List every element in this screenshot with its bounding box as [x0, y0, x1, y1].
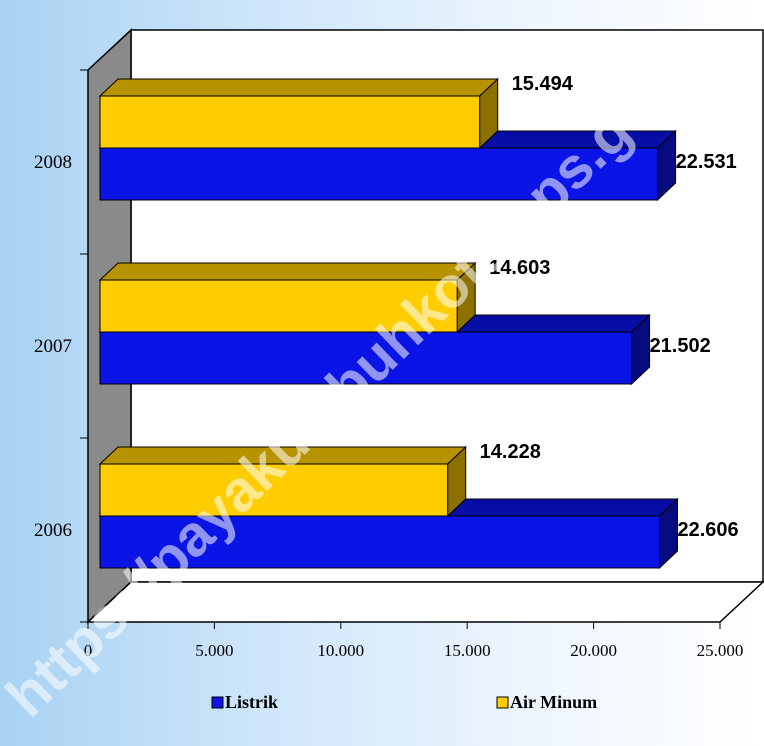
legend-label: Air Minum [510, 692, 597, 712]
legend: Listrik Air Minum [211, 692, 597, 712]
x-tick-label: 25.000 [697, 641, 744, 660]
x-tick-label: 10.000 [317, 641, 364, 660]
bar-top-face [98, 262, 477, 281]
data-label-air-minum: 14.603 [489, 257, 550, 279]
data-label-air-minum: 14.228 [480, 441, 541, 463]
data-label-listrik: 22.531 [676, 151, 737, 173]
bar-front-face [99, 95, 481, 149]
bar-air-minum [98, 77, 499, 150]
bar-front-face [99, 515, 660, 569]
legend-swatch [496, 696, 509, 709]
bar-air-minum [98, 261, 477, 334]
category-label: 2007 [34, 336, 72, 357]
bar-front-face [99, 147, 659, 201]
data-label-air-minum: 15.494 [512, 73, 574, 95]
bar-top-face [98, 446, 467, 465]
floor [86, 581, 764, 623]
x-axis: 0 5.000 10.000 15.000 20.000 25.000 [84, 622, 744, 660]
data-labels: 15.494 22.531 14.603 21.502 14.228 22.606 [480, 73, 739, 541]
data-label-listrik: 21.502 [650, 335, 711, 357]
bar-top-face [98, 78, 499, 97]
x-tick-label: 5.000 [195, 641, 233, 660]
x-tick-label: 15.000 [444, 641, 491, 660]
bar-front-face [99, 331, 633, 385]
legend-swatch [211, 696, 224, 709]
legend-label: Listrik [225, 692, 278, 712]
category-label: 2008 [34, 152, 72, 173]
bar-front-face [99, 279, 458, 333]
bar-air-minum [98, 445, 467, 518]
y-axis: 2008 2007 2006 [34, 69, 88, 623]
data-label-listrik: 22.606 [677, 519, 738, 541]
category-label: 2006 [34, 520, 72, 541]
bar-series [98, 77, 679, 570]
x-tick-label: 0 [84, 641, 93, 660]
bar-front-face [99, 463, 449, 517]
x-tick-label: 20.000 [570, 641, 617, 660]
